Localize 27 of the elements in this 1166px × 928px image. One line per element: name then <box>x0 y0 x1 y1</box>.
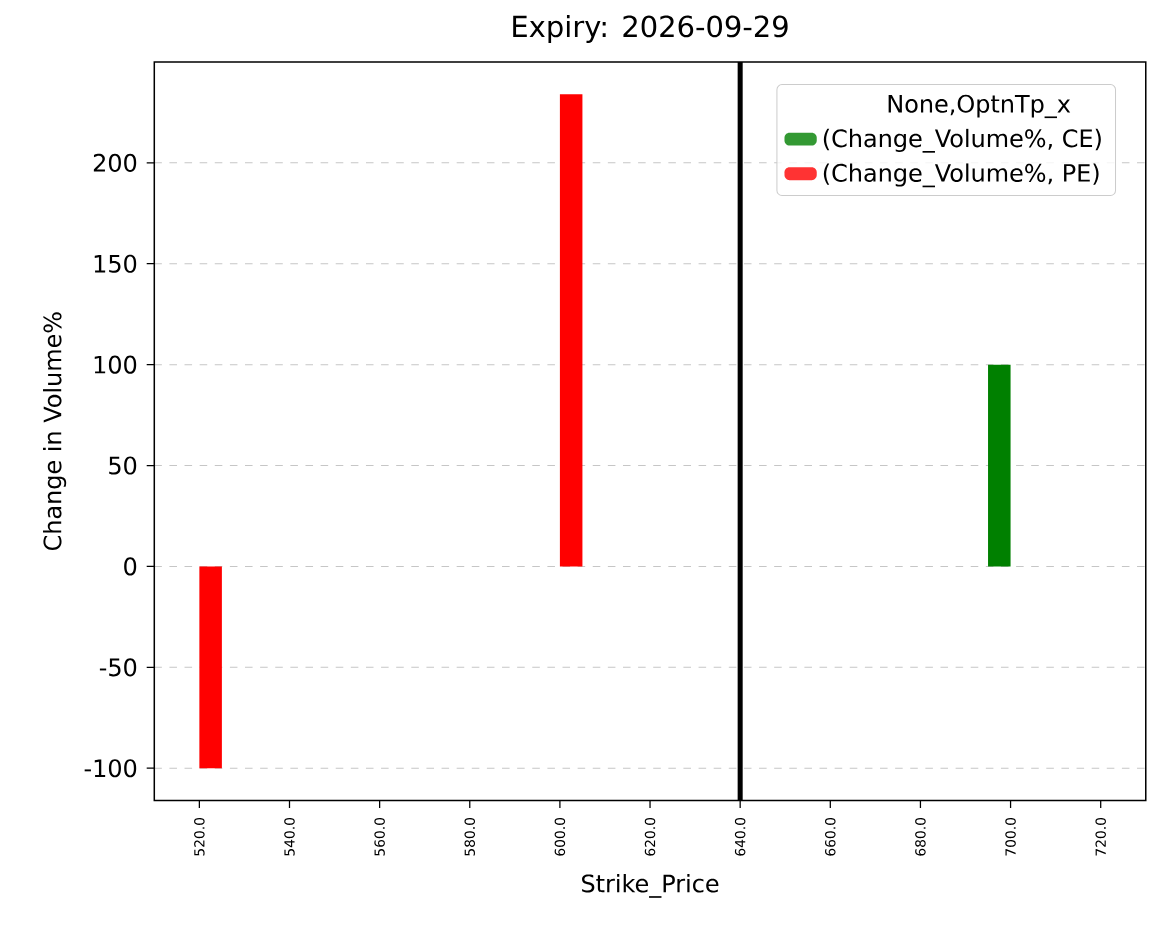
y-axis-title: Change in Volume% <box>43 312 67 551</box>
legend-title: None,OptnTp_x <box>888 94 1071 118</box>
y-tick-label: 200 <box>93 153 137 172</box>
y-tick-label: 150 <box>94 254 137 273</box>
x-tick-label: 520.0 <box>194 817 205 856</box>
bar <box>559 94 583 567</box>
x-tick-label: 620.0 <box>644 817 656 856</box>
bar <box>199 566 222 769</box>
x-tick-label: 660.0 <box>825 817 836 856</box>
x-tick-label: 580.0 <box>464 817 475 856</box>
y-tick-label: 100 <box>94 355 137 374</box>
x-tick-label: 720.0 <box>1095 817 1106 856</box>
y-tick-label: -100 <box>84 759 137 778</box>
x-tick-label: 680.0 <box>915 817 926 856</box>
y-tick-label: 0 <box>124 557 137 576</box>
x-tick-label: 640.0 <box>734 817 746 856</box>
x-tick-label: 540.0 <box>284 817 295 856</box>
legend-label: (Change_Volume%, CE) <box>823 128 1101 153</box>
x-tick-label: 600.0 <box>554 817 566 856</box>
x-tick-label: 700.0 <box>1005 817 1016 856</box>
y-tick-label: 50 <box>109 456 137 475</box>
legend-label: (Change_Volume%, PE) <box>823 163 1099 188</box>
bar <box>988 364 1011 567</box>
x-axis-title: Strike_Price <box>582 873 719 898</box>
chart-title: Expiry: 2026-09-29 <box>513 14 788 43</box>
x-tick-label: 560.0 <box>374 817 385 856</box>
y-tick-label: -50 <box>99 658 137 677</box>
